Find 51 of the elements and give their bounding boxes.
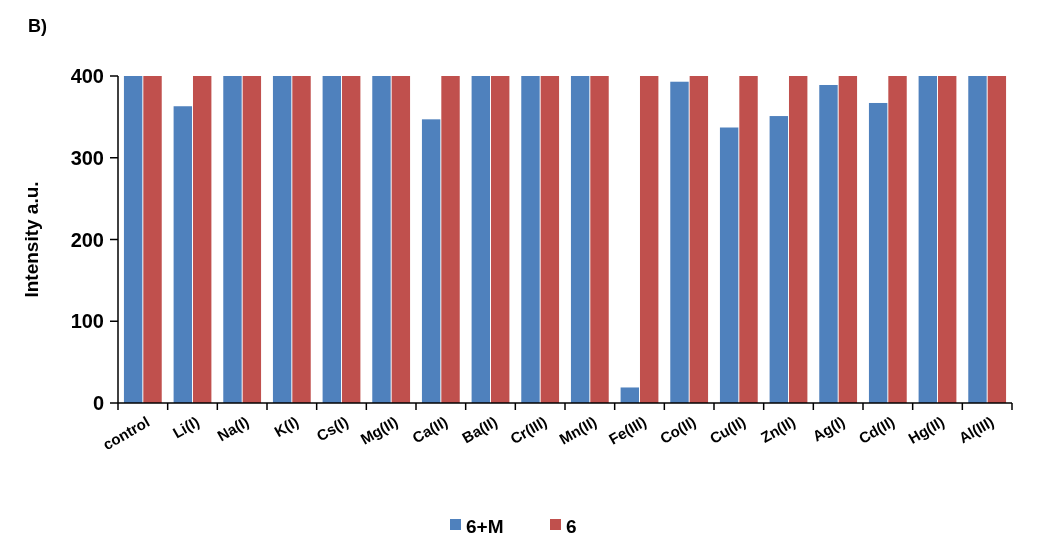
bar: [918, 76, 938, 403]
y-tick-label: 100: [70, 310, 104, 333]
bar: [769, 116, 789, 403]
x-tick-label: Na(I): [214, 412, 252, 445]
bar: [670, 81, 689, 403]
bar: [521, 76, 540, 403]
bar: [123, 76, 143, 403]
bar: [292, 76, 311, 403]
bar: [868, 102, 888, 403]
bar: [689, 76, 709, 403]
bar: [471, 76, 491, 403]
bar: [968, 76, 987, 403]
bar: [540, 76, 560, 403]
bar: [242, 76, 262, 403]
bar: [739, 76, 758, 403]
x-tick-label: Ca(II): [409, 412, 451, 447]
bar: [719, 127, 739, 403]
chart-title: B): [28, 16, 47, 36]
x-tick-label: Li(I): [169, 412, 202, 442]
legend-label: 6: [566, 515, 577, 537]
bar: [372, 76, 391, 403]
bar: [223, 76, 242, 403]
bar: [421, 119, 441, 403]
bar: [322, 76, 342, 403]
x-tick-label: Cs(I): [313, 412, 351, 445]
bar: [441, 76, 460, 403]
bar: [192, 76, 212, 403]
bar: [639, 76, 659, 403]
bar: [570, 76, 590, 403]
y-tick-label: 300: [70, 146, 104, 169]
x-tick-label: Ag(I): [809, 412, 848, 445]
y-tick-label: 400: [70, 65, 104, 87]
y-tick-label: 0: [92, 392, 104, 414]
bar: [937, 76, 957, 403]
bar: [490, 76, 510, 403]
y-tick-label: 200: [70, 228, 104, 251]
bar: [272, 76, 292, 403]
bar: [819, 84, 838, 403]
bar: [888, 76, 907, 403]
bar: [788, 76, 808, 403]
bar: [987, 76, 1007, 403]
bar: [143, 76, 162, 403]
bar: [173, 106, 193, 403]
y-axis-title: Intensity a.u.: [21, 181, 42, 298]
bar: [838, 76, 858, 403]
x-tick-label: K(I): [271, 412, 302, 441]
legend-label: 6+M: [466, 515, 504, 537]
bar: [620, 387, 640, 403]
bar: [341, 76, 361, 403]
bar: [590, 76, 609, 403]
bar: [391, 76, 411, 403]
